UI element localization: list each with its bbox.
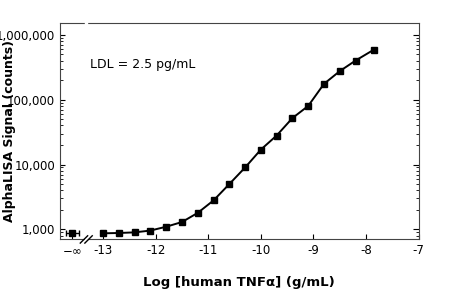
Text: LDL = 2.5 pg/mL: LDL = 2.5 pg/mL: [90, 58, 195, 71]
Text: AlphaLISA Signal (counts): AlphaLISA Signal (counts): [3, 40, 16, 223]
Text: Log [human TNFα] (g/mL): Log [human TNFα] (g/mL): [143, 276, 334, 289]
